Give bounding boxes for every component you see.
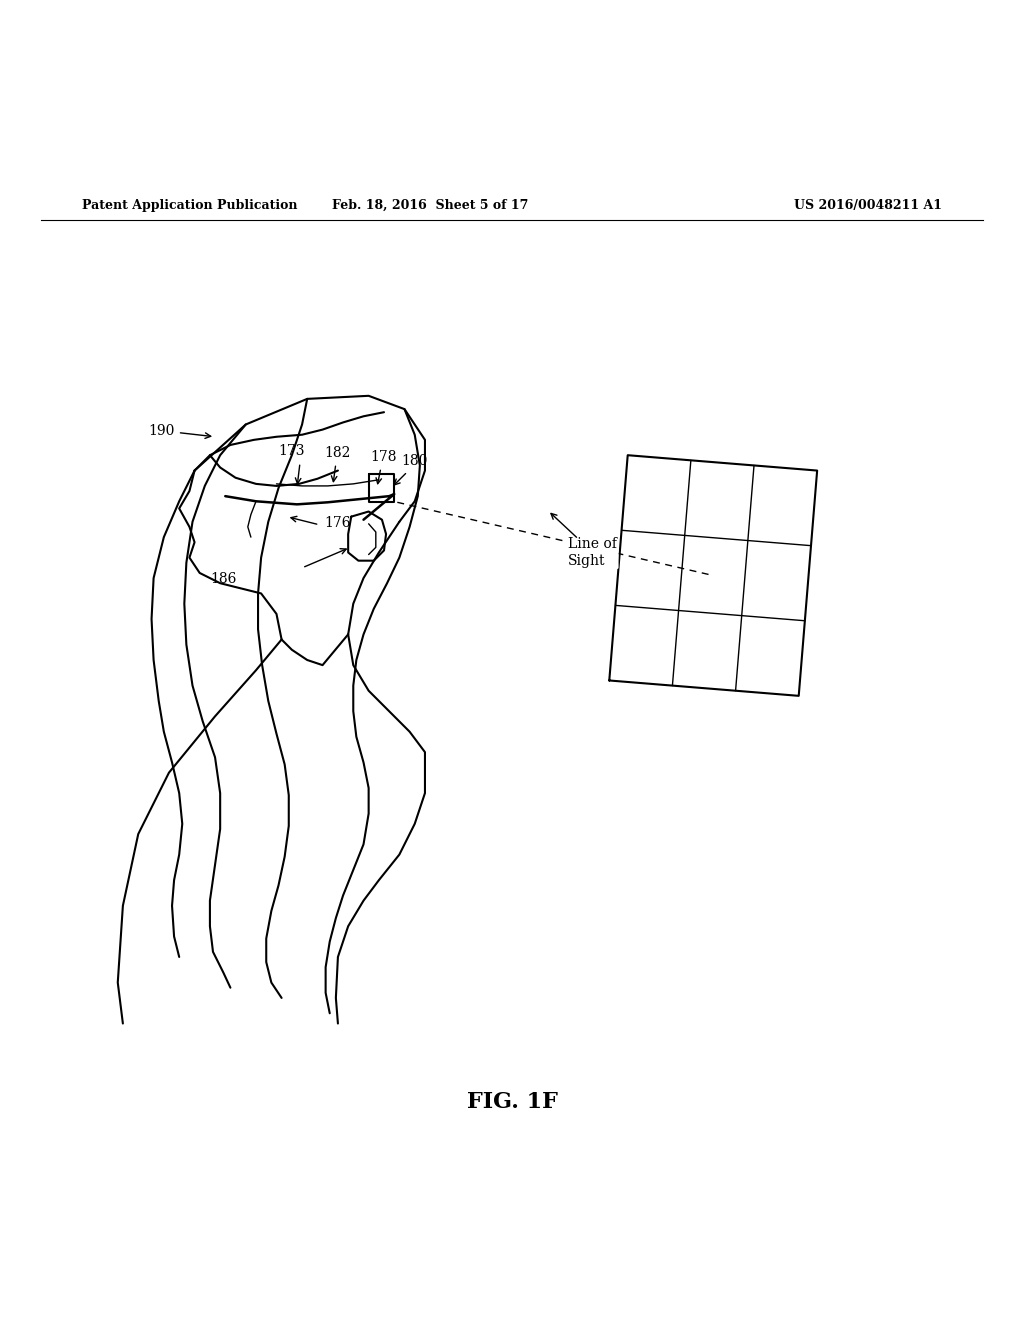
Text: 176: 176 [325, 516, 351, 529]
Text: 186: 186 [210, 572, 237, 586]
Text: 182: 182 [325, 446, 351, 461]
Text: Patent Application Publication: Patent Application Publication [82, 199, 297, 211]
Text: Feb. 18, 2016  Sheet 5 of 17: Feb. 18, 2016 Sheet 5 of 17 [332, 199, 528, 211]
Text: Line of
Sight: Line of Sight [568, 537, 617, 568]
Text: US 2016/0048211 A1: US 2016/0048211 A1 [794, 199, 942, 211]
Text: 180: 180 [401, 454, 428, 469]
Text: 173: 173 [279, 445, 305, 458]
Text: 190: 190 [148, 424, 211, 438]
Text: 178: 178 [371, 450, 397, 465]
Text: FIG. 1F: FIG. 1F [467, 1092, 557, 1113]
